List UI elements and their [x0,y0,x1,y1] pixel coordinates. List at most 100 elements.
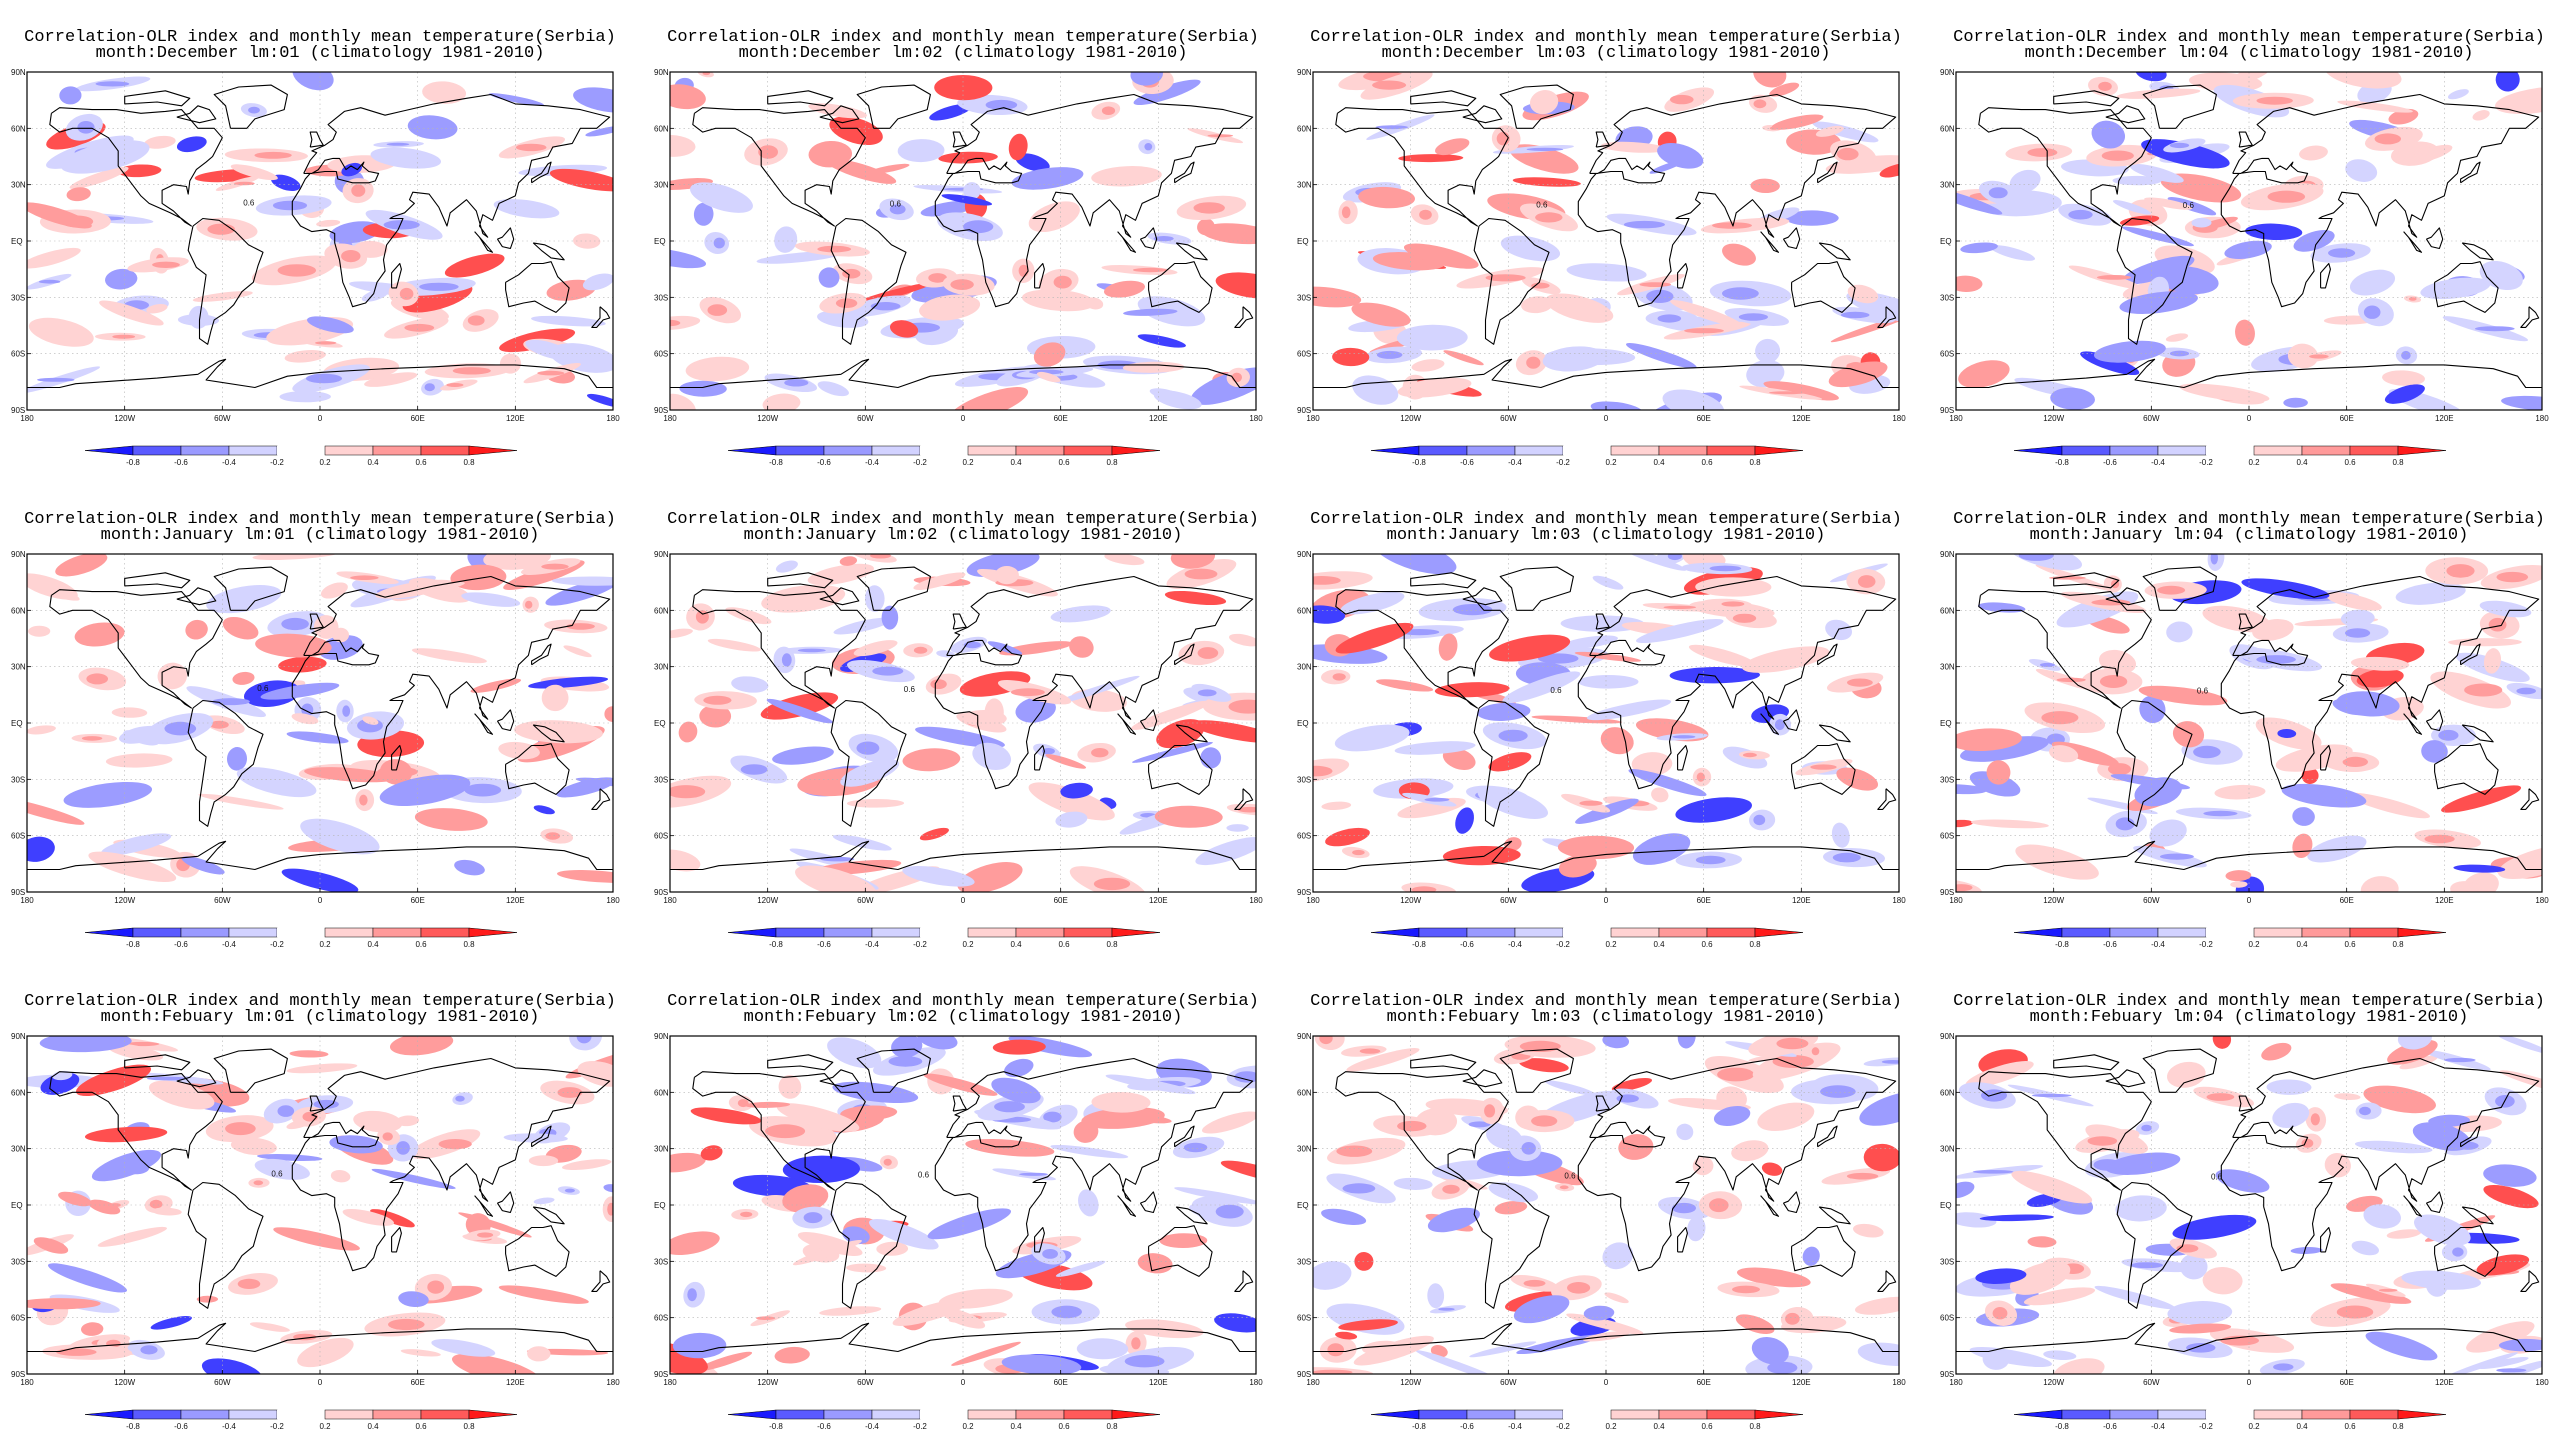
negative-correlation-area [1621,554,1687,571]
colorbar-label: 0.4 [1010,458,1022,467]
negative-correlation-core [277,1105,295,1117]
negative-correlation-area [1669,666,1760,684]
negative-correlation-area [1174,1187,1256,1205]
lon-tick-label: 60W [857,414,874,423]
negative-correlation-area [1476,1149,1563,1177]
colorbar-label: 0.6 [415,458,427,467]
positive-correlation-area [58,1191,92,1207]
negative-correlation-core [146,1076,188,1081]
positive-correlation-area [670,1340,708,1374]
lat-tick-label: EQ [654,1201,666,1210]
positive-correlation-area [2195,216,2238,231]
negative-correlation-area [1078,1189,1099,1217]
positive-correlation-area [332,627,349,643]
colorbar-segment [2109,927,2159,938]
positive-correlation-area [1045,754,1087,769]
colorbar-end-low [84,927,134,938]
positive-correlation-core [1769,391,1807,395]
positive-correlation-area [965,1138,1055,1157]
colorbar-label: 0.8 [1106,1422,1118,1431]
positive-correlation-area [1828,361,1888,388]
positive-correlation-area [1091,166,1162,187]
colorbar-segment [1658,927,1708,938]
positive-correlation-area [1601,141,1666,153]
positive-correlation-area [198,793,284,810]
colorbar-label: 0.8 [2392,1422,2404,1431]
positive-correlation-area [2235,319,2255,346]
negative-correlation-area [2351,1240,2379,1256]
negative-correlation-area [2495,72,2520,92]
coastlines [1313,566,1899,871]
colorbar-segment [1706,927,1756,938]
positive-correlation-area [951,1341,1021,1366]
negative-correlation-core [2018,554,2054,561]
positive-correlation-area [744,1101,791,1108]
colorbar-segment [180,445,230,456]
lon-tick-label: 0 [1604,414,1609,423]
lon-tick-label: 180 [1306,1378,1320,1387]
negative-correlation-area [1321,1208,1367,1226]
negative-correlation-area [101,833,172,856]
positive-correlation-area [1970,819,2049,829]
lon-tick-label: 180 [1249,414,1263,423]
lon-tick-label: 120W [114,1378,135,1387]
lon-tick-label: 180 [663,896,677,905]
colorbar-segment [2301,445,2351,456]
colorbar-label: 0.2 [962,1422,974,1431]
negative-correlation-core [2159,853,2194,860]
positive-correlation-area [1761,1162,1783,1176]
colorbar-segment [2253,445,2303,456]
negative-correlation-area [2479,600,2532,618]
positive-correlation-area [88,1199,121,1215]
negative-correlation-area [1677,1036,1696,1049]
negative-correlation-core [784,379,809,387]
negative-correlation-core [1215,1204,1244,1219]
negative-correlation-area [1675,797,1752,823]
negative-correlation-area [533,1197,555,1205]
positive-correlation-core [1785,1312,1800,1325]
colorbar-segment [2206,446,2254,455]
positive-correlation-core [149,1199,163,1209]
positive-correlation-core [607,1202,613,1216]
positive-correlation-area [1361,1340,1400,1355]
positive-correlation-core [1811,1047,1820,1056]
negative-correlation-core [2452,1247,2464,1257]
positive-correlation-area [2212,1036,2232,1049]
negative-correlation-area [176,136,207,153]
contour-label: 0.6 [271,1170,283,1179]
positive-correlation-area [470,678,522,693]
negative-correlation-area [840,759,900,787]
negative-correlation-area [2397,1036,2432,1050]
lat-tick-label: 60N [654,606,669,615]
negative-correlation-area [1626,343,1697,369]
coastlines [1956,566,2542,871]
positive-correlation-core [817,245,852,253]
coastlines [1313,84,1899,389]
negative-correlation-area [817,381,849,397]
colorbar-segment [277,1410,325,1419]
correlation-map-panel: Correlation-OLR index and monthly mean t… [1929,964,2560,1444]
positive-correlation-core [1132,267,1168,273]
positive-correlation-area [1376,679,1434,692]
negative-correlation-area [461,592,521,607]
negative-correlation-area [1053,675,1140,705]
positive-correlation-core [765,1124,806,1139]
positive-correlation-core [1231,372,1242,383]
negative-correlation-area [1500,235,1561,262]
correlation-map-panel: Correlation-OLR index and monthly mean t… [0,0,640,480]
positive-correlation-core [351,184,366,197]
positive-correlation-area [577,1061,613,1087]
negative-correlation-core [1774,719,1785,731]
lat-tick-label: EQ [11,1201,23,1210]
positive-correlation-area [342,1208,394,1226]
negative-correlation-core [1197,689,1217,697]
positive-correlation-core [438,1139,472,1150]
lon-tick-label: 60E [411,1378,425,1387]
negative-correlation-area [2091,120,2126,149]
colorbar-segment [1466,445,1516,456]
colorbar-label: 0.8 [1106,940,1118,949]
negative-correlation-core [2256,655,2296,664]
negative-correlation-area [586,393,613,408]
colorbar-label: -0.4 [222,1422,236,1431]
colorbar-end-high [2397,1409,2447,1420]
